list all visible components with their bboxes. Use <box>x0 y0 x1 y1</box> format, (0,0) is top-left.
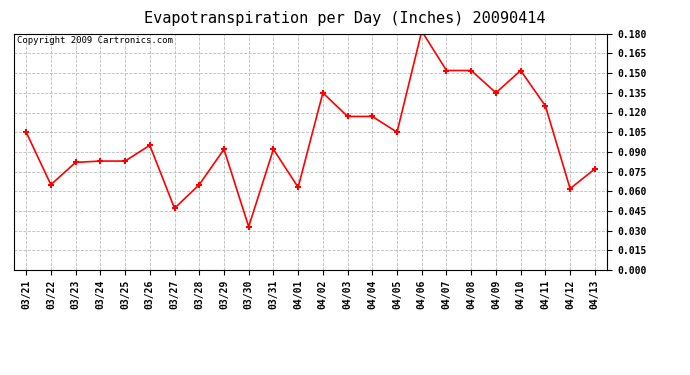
Text: Copyright 2009 Cartronics.com: Copyright 2009 Cartronics.com <box>17 36 172 45</box>
Text: Evapotranspiration per Day (Inches) 20090414: Evapotranspiration per Day (Inches) 2009… <box>144 11 546 26</box>
